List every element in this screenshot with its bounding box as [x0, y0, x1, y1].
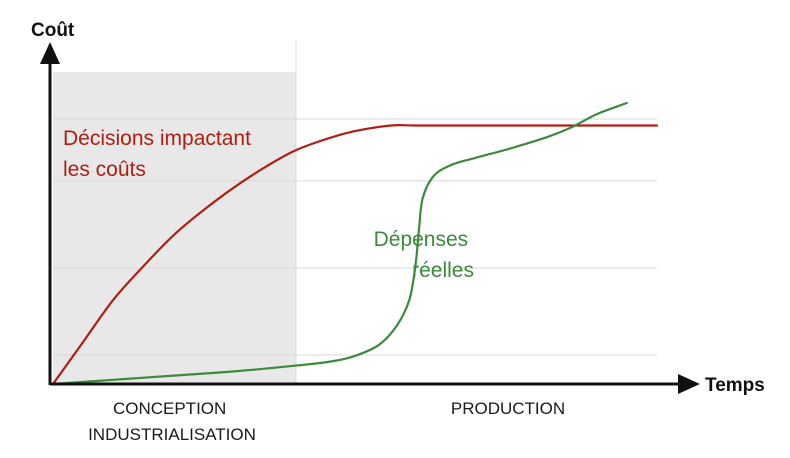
series-label-decisions: Décisions impactant les coûts: [63, 127, 257, 181]
series-label-decisions-line-2: les coûts: [63, 158, 146, 181]
x-axis-title: Temps: [705, 375, 765, 396]
series-layer: [51, 101, 659, 386]
series-label-depenses-line-2: réelles: [412, 259, 474, 282]
y-axis-arrow-icon: [40, 42, 60, 64]
phase-label-production: PRODUCTION: [451, 399, 565, 418]
series-label-decisions-line-1: Décisions impactant: [63, 127, 251, 150]
series-label-depenses-line-1: Dépenses: [374, 228, 469, 251]
series-line-decisions: [51, 123, 659, 386]
phase-label-production-line-1: PRODUCTION: [451, 399, 565, 418]
phase-label-conception-line-2: INDUSTRIALISATION: [88, 425, 256, 444]
phase-label-conception-line-1: CONCEPTION: [113, 399, 226, 418]
gridlines: [53, 118, 657, 356]
y-axis-title: Coût: [31, 20, 75, 41]
series-line-depenses: [51, 101, 628, 386]
series-label-depenses: Dépenses réelles: [374, 228, 474, 282]
x-axis-arrow-icon: [678, 374, 700, 394]
phase-label-conception: CONCEPTION INDUSTRIALISATION: [88, 399, 256, 444]
phase-shading-conception: [53, 72, 296, 385]
